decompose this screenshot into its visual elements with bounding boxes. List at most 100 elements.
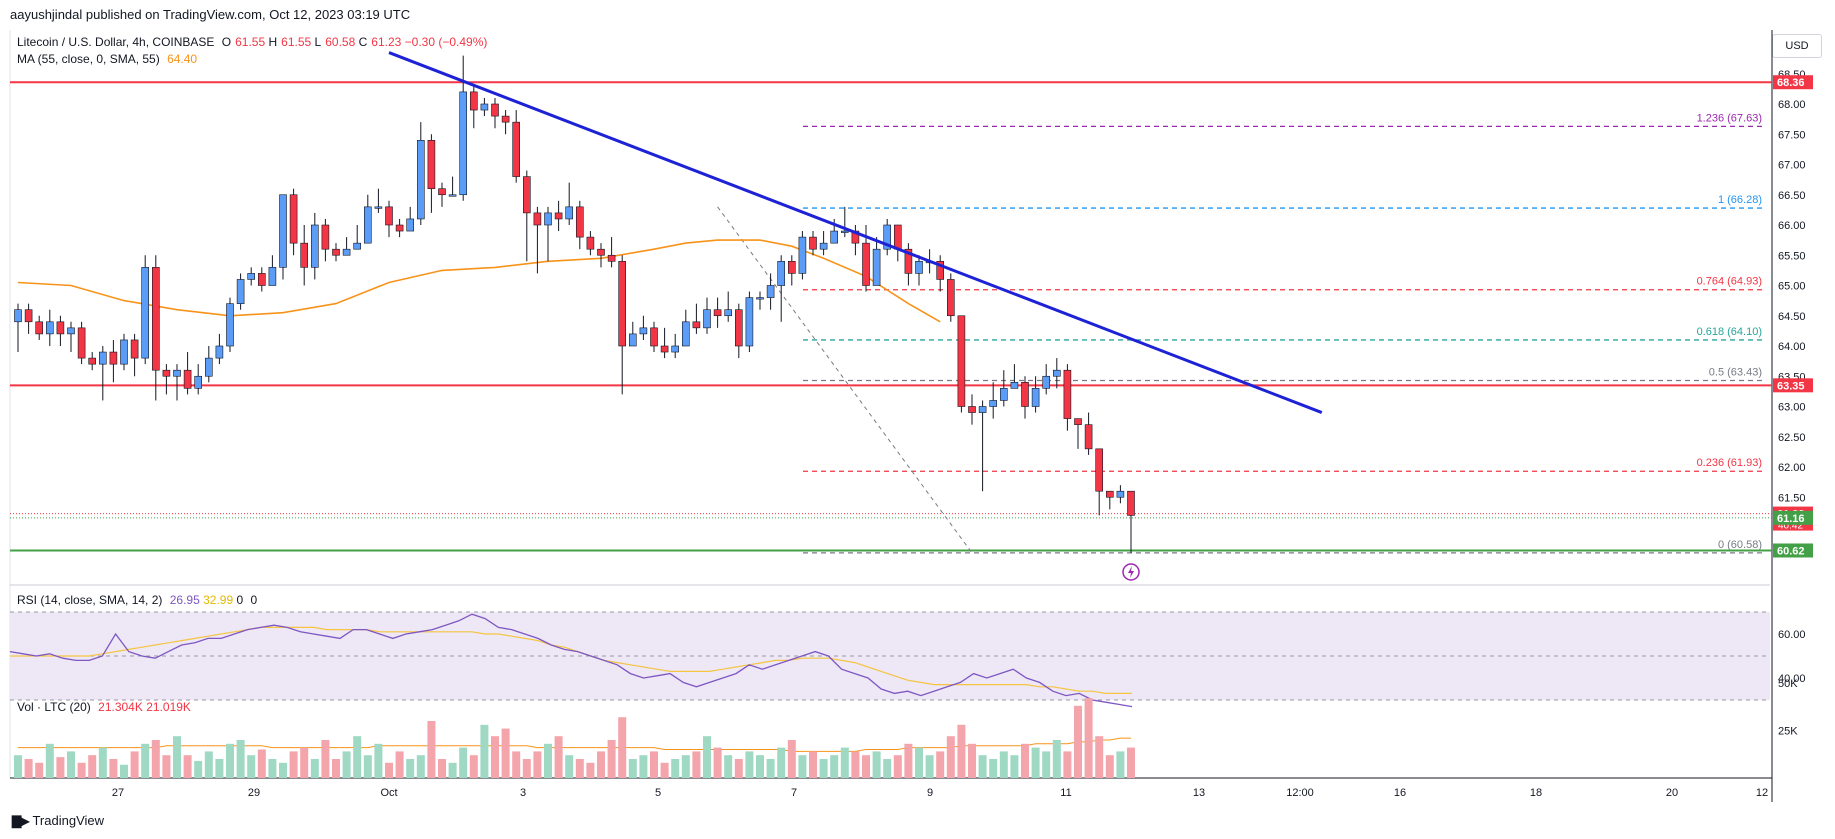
time-tick-label: 7	[791, 787, 797, 799]
volume-bar	[1042, 751, 1051, 778]
volume-bar	[671, 759, 680, 778]
candle-body	[544, 212, 552, 226]
candle-body	[1116, 490, 1125, 498]
candle-body	[787, 260, 796, 274]
volume-bar	[289, 751, 298, 778]
vol-ma-value: 21.019K	[146, 700, 191, 714]
volume-bar	[35, 762, 44, 778]
volume-bar	[141, 743, 150, 778]
candle-body	[703, 309, 711, 329]
volume-bar	[1095, 736, 1104, 778]
price-badge-text: 60.62	[1777, 545, 1805, 557]
time-tick-label: 13	[1193, 787, 1205, 799]
volume-bar	[427, 721, 436, 778]
candle-body	[872, 248, 881, 286]
volume-bar	[554, 736, 563, 778]
time-tick-label: 18	[1530, 787, 1542, 799]
candle-body	[968, 406, 976, 413]
volume-ma-line	[18, 737, 1131, 752]
candle-body	[459, 91, 468, 196]
volume-bar	[777, 747, 786, 778]
volume-bar	[501, 728, 510, 778]
candle-body	[247, 273, 255, 280]
candle-body	[660, 345, 669, 353]
volume-bar	[469, 755, 478, 778]
volume-bar	[1084, 698, 1093, 778]
volume-bar	[480, 724, 489, 778]
candle-body	[989, 400, 998, 407]
vol-value: 21.304K	[98, 700, 143, 714]
fib-level-label: 1 (66.28)	[1718, 194, 1762, 206]
candle-body	[194, 375, 202, 389]
candle-body	[893, 224, 902, 250]
candle-body	[650, 327, 658, 347]
candle-body	[565, 206, 574, 220]
candle-body	[978, 406, 987, 413]
candle-body	[406, 218, 415, 232]
candle-body	[67, 327, 75, 335]
candle-body	[236, 279, 245, 304]
time-tick-label: 5	[655, 787, 661, 799]
volume-bar	[385, 762, 393, 778]
candle-body	[904, 248, 913, 274]
currency-button[interactable]: USD	[1772, 34, 1822, 58]
candle-body	[438, 188, 446, 196]
rsi-ma-line	[10, 626, 1132, 695]
rsi-zero-2: 0	[250, 593, 258, 607]
candle-body	[395, 224, 404, 232]
volume-bar	[862, 755, 870, 778]
time-tick-label: 12:00	[1286, 787, 1314, 799]
volume-bar	[1105, 755, 1114, 778]
candle-body	[321, 224, 330, 250]
volume-bar	[321, 740, 330, 778]
volume-bar	[989, 759, 998, 778]
candle-body	[766, 285, 775, 298]
rsi-legend: RSI (14, close, SMA, 14, 2) 26.95 32.99 …	[17, 593, 261, 607]
volume-bar	[77, 762, 86, 778]
volume-bar	[713, 747, 722, 778]
volume-bar	[915, 747, 923, 778]
candle-body	[385, 206, 393, 226]
volume-bar	[618, 717, 627, 778]
volume-bar	[395, 751, 404, 778]
ma-label: MA (55, close, 0, SMA, 55)	[17, 52, 160, 66]
volume-bar	[173, 736, 181, 778]
time-tick-label: 27	[112, 787, 124, 799]
lightning-bolt-glyph	[1128, 566, 1134, 578]
volume-bar	[1052, 740, 1061, 778]
ma-value: 64.40	[167, 52, 198, 66]
candle-body	[798, 236, 807, 274]
volume-bar	[703, 736, 711, 778]
candle-body	[1063, 369, 1072, 419]
time-tick-label: 11	[1060, 787, 1071, 799]
symbol-name: Litecoin / U.S. Dollar, 4h, COINBASE	[17, 35, 215, 49]
candle-body	[830, 230, 839, 244]
volume-bar	[692, 751, 701, 778]
volume-bar	[1074, 705, 1082, 778]
volume-bar	[575, 759, 584, 778]
candle-body	[1095, 448, 1103, 492]
candle-body	[713, 309, 722, 317]
volume-bar	[851, 751, 860, 778]
candle-body	[1074, 418, 1082, 425]
volume-bar	[819, 759, 828, 778]
volume-bar	[459, 747, 468, 778]
volume-bar	[681, 755, 690, 778]
volume-bar	[204, 751, 213, 778]
volume-bar	[809, 751, 817, 778]
brand-text: TradingView	[32, 813, 105, 828]
candle-body	[77, 327, 86, 359]
candle-body	[300, 242, 309, 268]
price-tick-label: 62.00	[1778, 462, 1806, 474]
volume-bar	[236, 740, 245, 778]
price-badge-text: 63.35	[1777, 380, 1805, 392]
price-tick-label: 64.00	[1778, 341, 1806, 353]
volume-bar	[98, 747, 107, 778]
candle-body	[130, 339, 139, 359]
volume-bar	[946, 736, 955, 778]
candle-body	[1042, 375, 1050, 389]
fib-level-label: 0.764 (64.93)	[1697, 276, 1762, 288]
rsi-value: 26.95	[169, 593, 200, 607]
candle-body	[279, 194, 287, 268]
